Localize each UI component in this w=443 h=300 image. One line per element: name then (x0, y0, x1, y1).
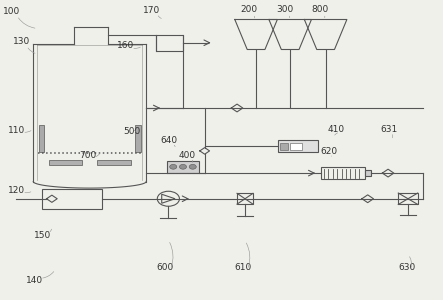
Text: 170: 170 (143, 6, 160, 15)
Bar (49, 160, 82, 165)
Bar (237, 193, 253, 204)
Bar (167, 160, 199, 173)
Bar (278, 140, 318, 152)
Bar (290, 142, 302, 150)
Text: 200: 200 (241, 5, 257, 14)
Circle shape (189, 164, 196, 169)
Text: 400: 400 (179, 151, 195, 160)
Text: 800: 800 (311, 5, 328, 14)
Text: 620: 620 (320, 147, 337, 156)
Text: 120: 120 (8, 186, 25, 195)
Text: 110: 110 (8, 126, 26, 135)
Text: 631: 631 (381, 125, 397, 134)
Text: 610: 610 (234, 263, 252, 272)
Bar (280, 142, 288, 150)
Circle shape (179, 164, 187, 169)
Text: 150: 150 (34, 231, 51, 240)
Bar (398, 193, 418, 205)
Bar (42, 189, 102, 208)
Text: 640: 640 (161, 136, 178, 145)
Text: 140: 140 (26, 276, 43, 285)
Bar (321, 167, 365, 179)
Text: 700: 700 (79, 151, 97, 160)
Text: 600: 600 (156, 263, 174, 272)
Bar (135, 124, 141, 152)
Text: 630: 630 (398, 263, 415, 272)
Text: 130: 130 (13, 37, 30, 46)
Text: 500: 500 (124, 127, 141, 136)
Text: 410: 410 (327, 125, 344, 134)
Bar (39, 124, 44, 152)
Text: 100: 100 (3, 7, 20, 16)
Bar (97, 160, 131, 165)
Text: 160: 160 (117, 41, 134, 50)
Bar (156, 34, 183, 51)
Text: 300: 300 (276, 5, 293, 14)
Circle shape (170, 164, 177, 169)
Bar (365, 170, 371, 176)
